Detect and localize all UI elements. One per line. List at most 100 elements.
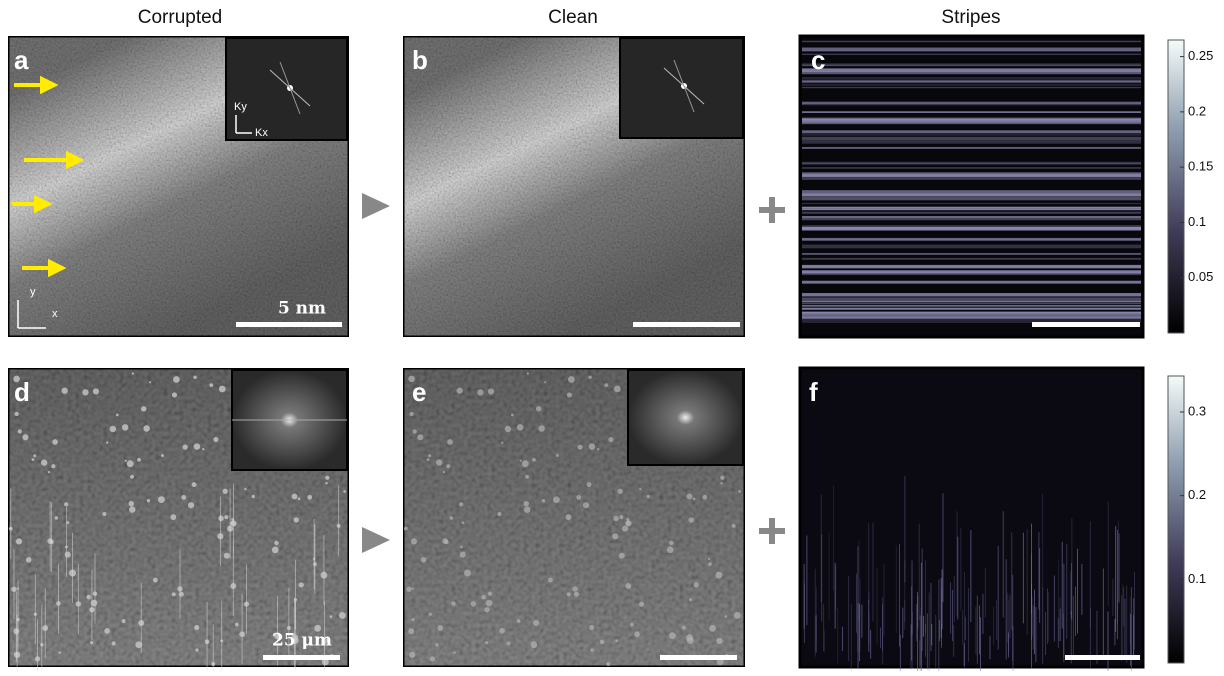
particle (428, 454, 432, 458)
particle (686, 634, 694, 642)
particle (213, 436, 219, 443)
particle (343, 490, 347, 493)
colorbar-tick-label: 0.25 (1188, 48, 1213, 63)
particle (720, 482, 723, 485)
particle (54, 516, 59, 520)
particle (338, 611, 346, 619)
particle (244, 487, 247, 491)
particle (222, 488, 228, 494)
particle (66, 521, 70, 525)
stripe (802, 307, 1141, 310)
particle (135, 641, 143, 649)
particle (589, 624, 595, 631)
axis-label: x (52, 308, 58, 320)
stripe (802, 317, 1141, 320)
particle (692, 497, 696, 501)
particle (688, 517, 694, 523)
particle (411, 617, 415, 622)
stripe (802, 177, 1141, 180)
particle (567, 376, 575, 383)
stripe (802, 68, 1141, 72)
stripe (802, 140, 1141, 144)
particle (547, 577, 553, 583)
column-title: Stripes (941, 7, 1000, 28)
particle (171, 392, 178, 398)
particle (525, 474, 529, 479)
stripes (803, 476, 1135, 676)
stripes (802, 40, 1141, 323)
particle (40, 459, 48, 466)
particle (499, 628, 505, 634)
particle (193, 375, 197, 379)
stripe (802, 86, 1141, 89)
particle (442, 471, 446, 474)
stripe (802, 315, 1141, 319)
particle (291, 493, 298, 500)
stripe (802, 174, 1141, 178)
particle (143, 425, 150, 432)
particle (586, 482, 592, 488)
stripe (802, 47, 1141, 52)
fft-inset (619, 37, 744, 139)
particle (724, 615, 728, 618)
particle (224, 515, 229, 520)
scale-bar (236, 322, 1140, 660)
stripe (802, 146, 1141, 149)
stripe (802, 293, 1141, 297)
column-title: Clean (548, 7, 598, 28)
particle (14, 411, 19, 417)
stripe (802, 264, 1141, 269)
stripe (802, 193, 1141, 196)
particle (485, 599, 493, 607)
stripe (802, 167, 1141, 169)
stripe (802, 265, 1141, 268)
particle (523, 506, 531, 513)
particle (444, 539, 449, 545)
particle (731, 523, 736, 528)
stripe (802, 161, 1141, 165)
particle (604, 383, 609, 388)
stripe (802, 193, 1141, 197)
stripe (802, 136, 1141, 141)
particle (17, 429, 22, 434)
stripe-arrows (12, 75, 85, 278)
particle (146, 499, 151, 503)
stripe (802, 130, 1141, 133)
particle (230, 520, 236, 526)
particle (639, 487, 642, 491)
colorbar-tick-label: 0.1 (1188, 571, 1206, 586)
particle (325, 475, 330, 480)
particle (689, 598, 693, 602)
particle (410, 538, 418, 545)
particle (615, 639, 619, 643)
stripe (802, 297, 1141, 301)
particle (461, 521, 465, 525)
particle (612, 533, 619, 540)
stripe (802, 238, 1141, 241)
particle (716, 658, 724, 666)
particle (485, 641, 489, 645)
particle (501, 441, 504, 444)
particle (109, 425, 117, 433)
stripe (802, 102, 1141, 104)
particle (47, 471, 51, 474)
stripe (802, 64, 1141, 66)
particle (484, 607, 490, 613)
particle (187, 502, 195, 509)
stripe (802, 83, 1141, 86)
particle (702, 494, 708, 500)
particle (409, 411, 414, 417)
stripe (802, 202, 1141, 205)
particle (61, 387, 68, 394)
particle (307, 494, 313, 500)
stripe (802, 122, 1141, 124)
particle (297, 497, 301, 501)
particle (52, 439, 58, 445)
particle (274, 540, 279, 546)
particle (325, 482, 328, 485)
particle (619, 515, 624, 520)
particle (428, 612, 432, 616)
particle (625, 583, 632, 589)
particle (634, 631, 640, 638)
particle (686, 493, 693, 500)
